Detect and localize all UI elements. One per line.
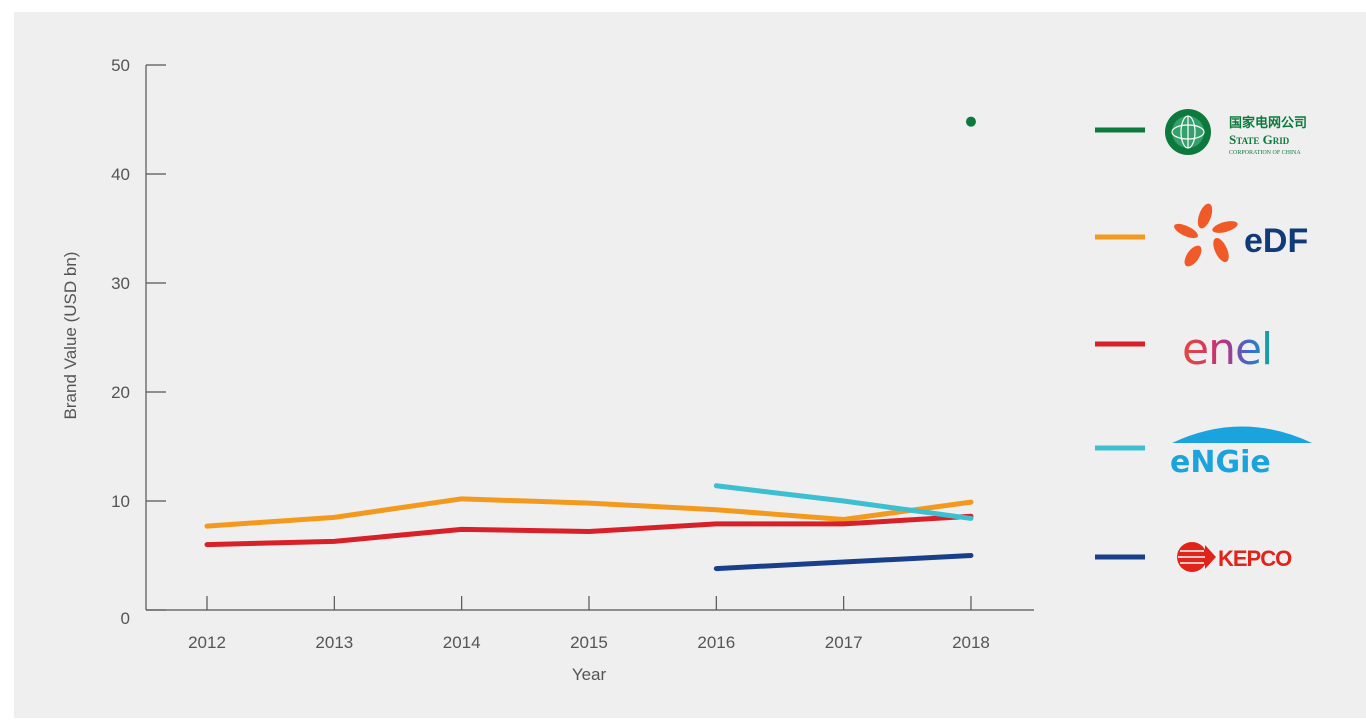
- legend-item-kepco: KEPCO: [1095, 542, 1293, 572]
- globe-icon: [1165, 109, 1211, 155]
- series-group: [204, 116, 976, 572]
- enel-wordmark: enel: [1182, 324, 1272, 375]
- state-grid-sub: CORPORATION OF CHINA: [1229, 150, 1301, 156]
- series-line-edf: [204, 496, 974, 529]
- legend: 国家电网公司 State Grid CORPORATION OF CHINA e…: [1095, 109, 1312, 572]
- axes: [145, 65, 1034, 611]
- y-tick-label: 0: [121, 609, 130, 628]
- kepco-ball-icon: [1177, 542, 1216, 572]
- y-tick-label: 30: [111, 274, 130, 293]
- x-tick-label: 2018: [952, 633, 990, 652]
- y-tick-label: 10: [111, 492, 130, 511]
- x-tick-label: 2016: [697, 633, 735, 652]
- x-axis-title: Year: [572, 665, 607, 684]
- series-line-kepco: [713, 553, 974, 572]
- y-tick-label: 50: [111, 56, 130, 75]
- edf-wordmark: eDF: [1244, 222, 1308, 260]
- y-tick-label: 20: [111, 383, 130, 402]
- y-tick-label: 40: [111, 165, 130, 184]
- engie-arc-icon: [1172, 426, 1312, 443]
- x-tick-label: 2014: [443, 633, 481, 652]
- edf-flower-icon: [1174, 203, 1238, 267]
- legend-item-edf: eDF: [1095, 203, 1308, 267]
- x-ticks: 2012 2013 2014 2015 2016 2017 2018: [188, 596, 990, 652]
- legend-item-enel: enel: [1095, 324, 1273, 375]
- legend-item-state-grid: 国家电网公司 State Grid CORPORATION OF CHINA: [1095, 109, 1307, 156]
- series-line-engie: [713, 483, 974, 521]
- x-tick-label: 2017: [825, 633, 863, 652]
- state-grid-cn-name: 国家电网公司: [1229, 115, 1307, 131]
- data-point-state-grid-corporation-of-china: [965, 116, 976, 127]
- series-line-enel: [204, 513, 974, 548]
- x-tick-label: 2015: [570, 633, 608, 652]
- state-grid-en-name: State Grid: [1229, 132, 1290, 147]
- engie-wordmark: eNGie: [1170, 445, 1271, 480]
- y-ticks: 0 10 20 30 40 50: [111, 56, 166, 628]
- legend-item-engie: eNGie: [1095, 426, 1312, 480]
- x-tick-label: 2012: [188, 633, 226, 652]
- x-tick-label: 2013: [315, 633, 353, 652]
- y-axis-title: Brand Value (USD bn): [61, 252, 80, 420]
- kepco-wordmark: KEPCO: [1218, 546, 1292, 571]
